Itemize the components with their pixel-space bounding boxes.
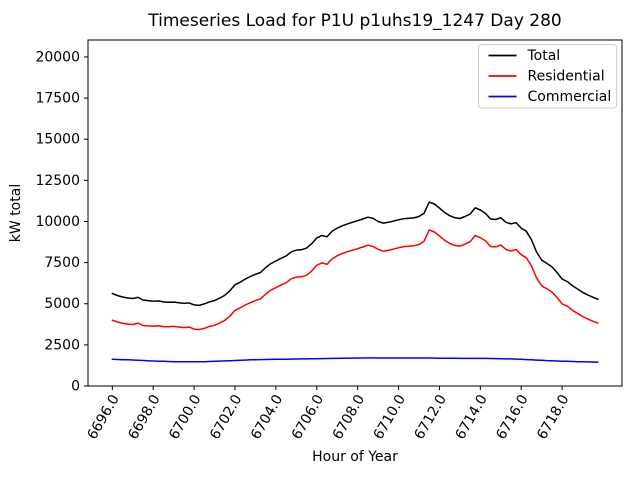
x-tick-label: 6704.0 bbox=[248, 392, 286, 442]
axes-frame bbox=[87, 39, 623, 387]
x-tick-label: 6718.0 bbox=[534, 392, 572, 442]
y-tick-label: 15000 bbox=[35, 132, 80, 148]
series-line-total bbox=[111, 201, 599, 307]
x-tick-label: 6696.0 bbox=[84, 392, 122, 442]
legend-label-total: Total bbox=[527, 48, 561, 64]
x-axis-ticks: 6696.0 6698.0 6700.0 6702.0 6704.0 6706.0 6708… bbox=[84, 386, 573, 442]
x-tick-label: 6712.0 bbox=[412, 392, 450, 442]
x-tick-label: 6702.0 bbox=[207, 392, 245, 442]
y-tick-label: 10000 bbox=[35, 214, 80, 230]
y-axis-label: kW total bbox=[8, 184, 24, 242]
series-lines bbox=[111, 201, 599, 363]
legend-label-residential: Residential bbox=[528, 69, 605, 85]
series-line-commercial bbox=[111, 357, 599, 363]
x-axis-label: Hour of Year bbox=[312, 449, 398, 465]
y-tick-label: 17500 bbox=[35, 91, 80, 107]
y-tick-label: 2500 bbox=[44, 337, 80, 353]
y-tick-label: 0 bbox=[71, 379, 80, 395]
legend: Total Residential Commercial bbox=[478, 44, 617, 109]
legend-label-commercial: Commercial bbox=[528, 89, 612, 105]
series-line-residential bbox=[111, 229, 599, 331]
x-tick-label: 6700.0 bbox=[166, 392, 204, 442]
legend-box bbox=[478, 44, 617, 109]
x-tick-label: 6706.0 bbox=[289, 392, 327, 442]
x-tick-label: 6716.0 bbox=[493, 392, 531, 442]
x-tick-label: 6714.0 bbox=[452, 392, 490, 442]
y-tick-label: 20000 bbox=[35, 49, 80, 65]
y-axis-ticks: 0 2500 5000 7500 10000 12500 15000 17500 20000 bbox=[35, 49, 88, 395]
x-tick-label: 6708.0 bbox=[330, 392, 368, 442]
x-tick-label: 6698.0 bbox=[125, 392, 163, 442]
y-tick-label: 7500 bbox=[44, 255, 80, 271]
chart-title: Timeseries Load for P1U p1uhs19_1247 Day… bbox=[147, 11, 561, 31]
x-tick-label: 6710.0 bbox=[371, 392, 409, 442]
y-tick-label: 12500 bbox=[35, 173, 80, 189]
y-tick-label: 5000 bbox=[44, 296, 80, 312]
plot-border bbox=[87, 39, 623, 387]
